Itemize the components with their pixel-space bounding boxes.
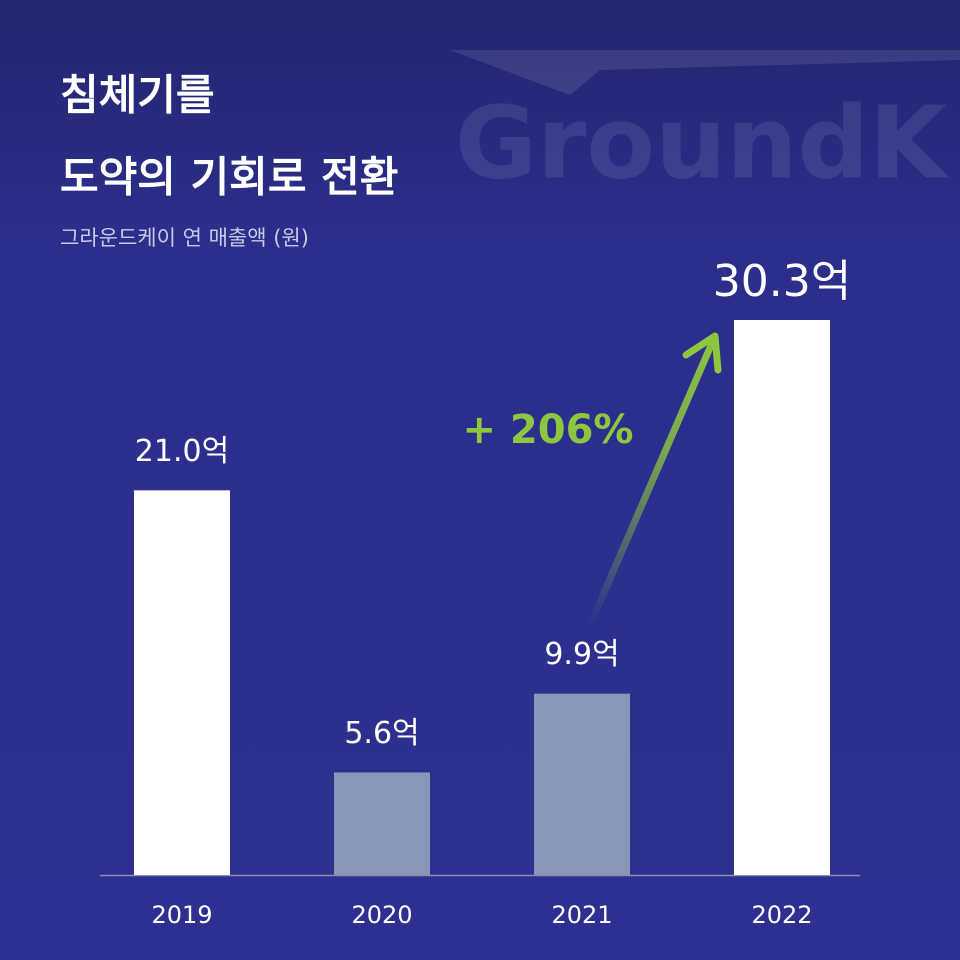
x-tick-label: 2022	[751, 901, 812, 929]
watermark-shape	[450, 50, 960, 95]
value-label: 9.9억	[544, 637, 619, 672]
subtitle: 그라운드케이 연 매출액 (원)	[60, 226, 309, 250]
title-line: 도약의 기회로 전환	[60, 153, 398, 202]
value-label: 5.6억	[344, 716, 419, 751]
bar	[534, 693, 630, 875]
watermark: GroundK	[455, 84, 950, 201]
x-tick-label: 2021	[551, 901, 612, 929]
x-tick-label: 2019	[151, 901, 212, 929]
title-line: 침체기를	[60, 71, 215, 120]
value-label: 21.0억	[135, 434, 229, 469]
bar	[134, 490, 230, 875]
value-label: 30.3억	[713, 256, 851, 307]
growth-arrow	[586, 339, 716, 629]
growth-annotation: + 206%	[462, 407, 633, 453]
growth-arrowhead	[682, 332, 722, 374]
bar	[334, 772, 430, 875]
x-tick-label: 2020	[351, 901, 412, 929]
bar	[734, 320, 830, 875]
